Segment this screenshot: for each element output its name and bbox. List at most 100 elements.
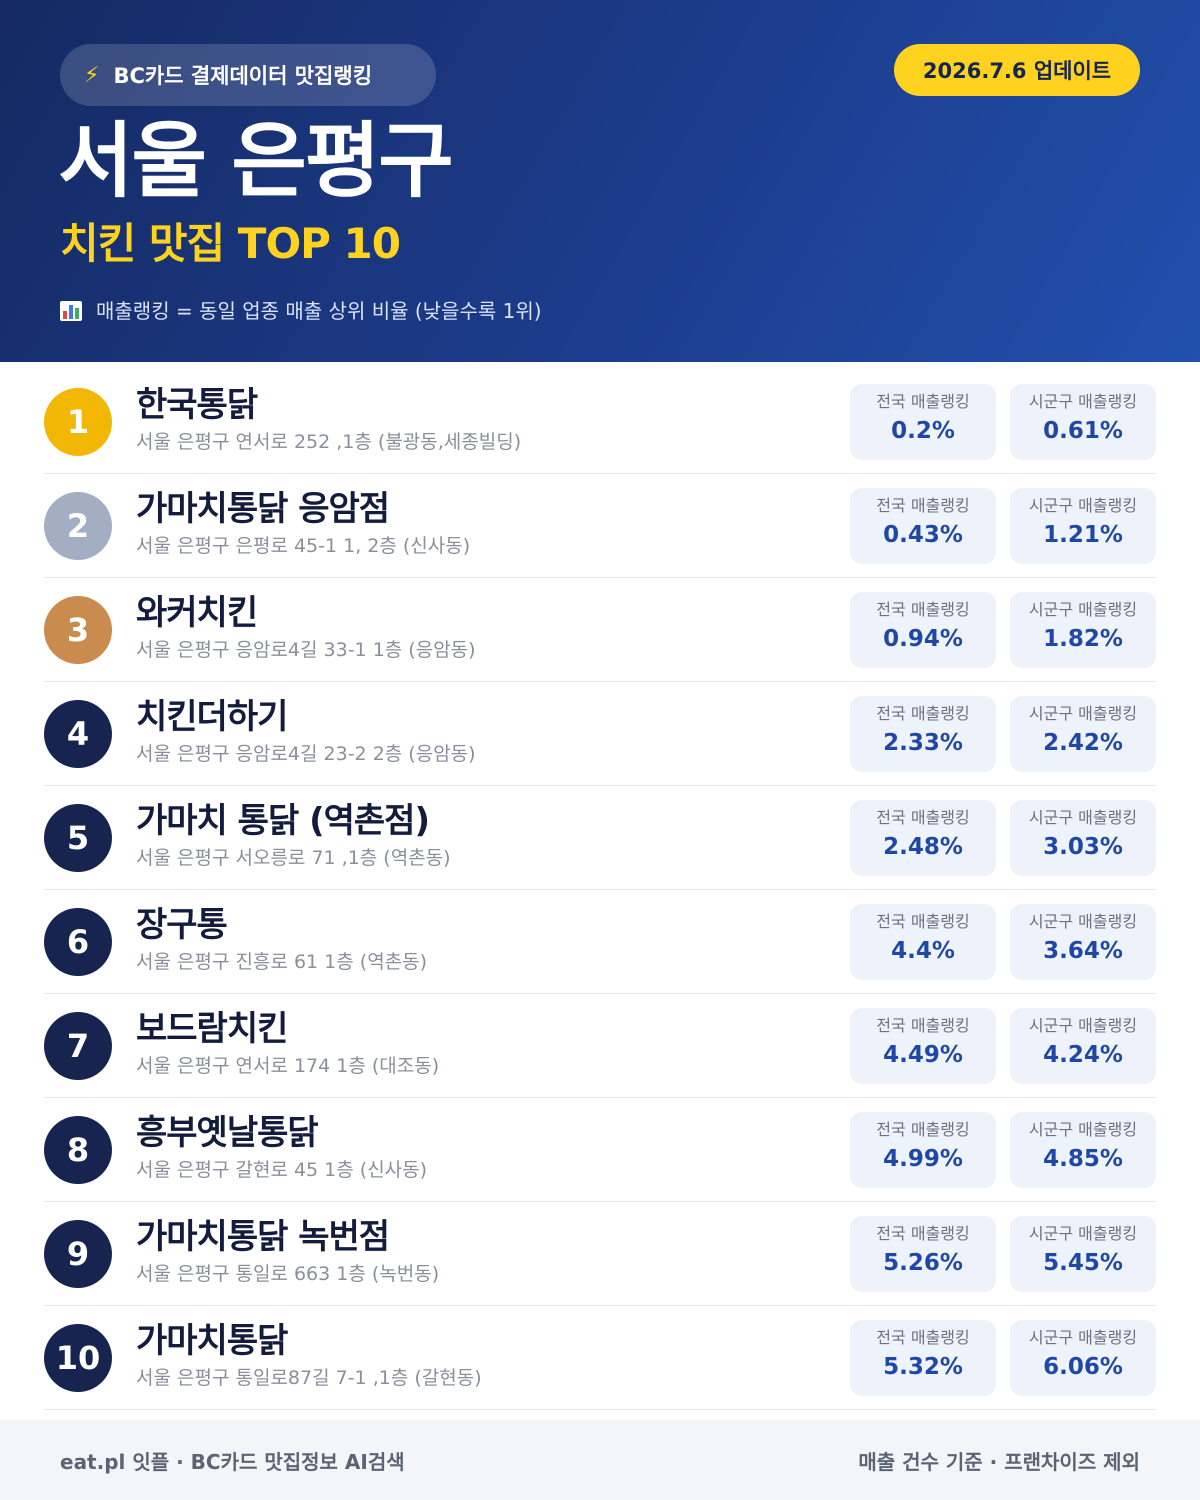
national-ranking-value: 4.4% [891,938,955,964]
local-ranking-value: 3.64% [1043,938,1123,964]
national-ranking-card: 전국 매출랭킹 4.99% [850,1112,996,1188]
lightning-icon: ⚡ [84,62,100,88]
footer: eat.pl 잇플 · BC카드 맛집정보 AI검색 매출 건수 기준 · 프랜… [0,1420,1200,1500]
local-ranking-label: 시군구 매출랭킹 [1028,1328,1138,1347]
restaurant-row[interactable]: 10 가마치통닭 서울 은평구 통일로87길 7-1 ,1층 (갈현동) 전국 매출랭… [44,1306,1156,1410]
national-ranking-card: 전국 매출랭킹 2.33% [850,696,996,772]
national-ranking-card: 전국 매출랭킹 5.32% [850,1320,996,1396]
rank-badge: 10 [44,1324,112,1392]
national-ranking-card: 전국 매출랭킹 4.4% [850,904,996,980]
national-ranking-label: 전국 매출랭킹 [876,1016,970,1035]
local-ranking-card: 시군구 매출랭킹 4.85% [1010,1112,1156,1188]
local-ranking-label: 시군구 매출랭킹 [1028,392,1138,411]
local-ranking-value: 4.85% [1043,1146,1123,1172]
restaurant-address: 서울 은평구 응암로4길 33-1 1층 (응암동) [136,639,476,661]
national-ranking-value: 4.99% [883,1146,963,1172]
footer-source: eat.pl 잇플 · BC카드 맛집정보 AI검색 [60,1449,405,1474]
restaurant-row[interactable]: 9 가마치통닭 녹번점 서울 은평구 통일로 663 1층 (녹번동) 전국 매출랭킹… [44,1202,1156,1306]
national-ranking-card: 전국 매출랭킹 2.48% [850,800,996,876]
restaurant-row[interactable]: 8 흥부옛날통닭 서울 은평구 갈현로 45 1층 (신사동) 전국 매출랭킹 4.99… [44,1098,1156,1202]
local-ranking-card: 시군구 매출랭킹 0.61% [1010,384,1156,460]
rank-badge: 6 [44,908,112,976]
restaurant-name: 가마치 통닭 (역촌점) [136,801,430,841]
source-badge-label: BC카드 결제데이터 맛집랭킹 [113,64,373,88]
local-ranking-card: 시군구 매출랭킹 1.82% [1010,592,1156,668]
restaurant-address: 서울 은평구 서오릉로 71 ,1층 (역촌동) [136,847,451,869]
rank-badge: 1 [44,388,112,456]
local-ranking-label: 시군구 매출랭킹 [1028,1120,1138,1139]
national-ranking-label: 전국 매출랭킹 [876,808,970,827]
local-ranking-card: 시군구 매출랭킹 2.42% [1010,696,1156,772]
restaurant-name: 와커치킨 [136,593,258,633]
national-ranking-card: 전국 매출랭킹 0.2% [850,384,996,460]
restaurant-address: 서울 은평구 통일로87길 7-1 ,1층 (갈현동) [136,1367,482,1389]
restaurant-name: 가마치통닭 응암점 [136,489,390,529]
restaurant-row[interactable]: 7 보드람치킨 서울 은평구 연서로 174 1층 (대조동) 전국 매출랭킹 4.49… [44,994,1156,1098]
local-ranking-label: 시군구 매출랭킹 [1028,1224,1138,1243]
national-ranking-value: 0.43% [883,522,963,548]
local-ranking-card: 시군구 매출랭킹 4.24% [1010,1008,1156,1084]
local-ranking-card: 시군구 매출랭킹 5.45% [1010,1216,1156,1292]
restaurant-name: 한국통닭 [136,385,258,425]
restaurant-address: 서울 은평구 통일로 663 1층 (녹번동) [136,1263,440,1285]
national-ranking-value: 5.32% [883,1354,963,1380]
restaurant-address: 서울 은평구 진흥로 61 1층 (역촌동) [136,951,428,973]
restaurant-name: 치킨더하기 [136,697,288,737]
rank-badge: 5 [44,804,112,872]
restaurant-address: 서울 은평구 연서로 174 1층 (대조동) [136,1055,440,1077]
local-ranking-label: 시군구 매출랭킹 [1028,808,1138,827]
rank-badge: 3 [44,596,112,664]
national-ranking-value: 2.33% [883,730,963,756]
rank-badge: 8 [44,1116,112,1184]
local-ranking-label: 시군구 매출랭킹 [1028,600,1138,619]
ranking-note: 매출랭킹 = 동일 업종 매출 상위 비율 (낮을수록 1위) [60,296,542,326]
local-ranking-value: 3.03% [1043,834,1123,860]
local-ranking-value: 6.06% [1043,1354,1123,1380]
rank-badge: 2 [44,492,112,560]
national-ranking-card: 전국 매출랭킹 0.94% [850,592,996,668]
national-ranking-card: 전국 매출랭킹 5.26% [850,1216,996,1292]
rank-badge: 9 [44,1220,112,1288]
local-ranking-label: 시군구 매출랭킹 [1028,704,1138,723]
national-ranking-label: 전국 매출랭킹 [876,1224,970,1243]
restaurant-row[interactable]: 5 가마치 통닭 (역촌점) 서울 은평구 서오릉로 71 ,1층 (역촌동) 전국 … [44,786,1156,890]
national-ranking-value: 0.2% [891,418,955,444]
bar-chart-icon [60,301,82,321]
local-ranking-value: 0.61% [1043,418,1123,444]
restaurant-name: 보드람치킨 [136,1009,288,1049]
update-date-badge: 2026.7.6 업데이트 [894,44,1140,96]
restaurant-address: 서울 은평구 연서로 252 ,1층 (불광동,세종빌딩) [136,431,522,453]
page-subtitle: 치킨 맛집 TOP 10 [60,219,401,268]
local-ranking-value: 1.21% [1043,522,1123,548]
national-ranking-label: 전국 매출랭킹 [876,392,970,411]
local-ranking-value: 1.82% [1043,626,1123,652]
local-ranking-value: 5.45% [1043,1250,1123,1276]
local-ranking-label: 시군구 매출랭킹 [1028,496,1138,515]
local-ranking-card: 시군구 매출랭킹 3.03% [1010,800,1156,876]
restaurant-name: 장구통 [136,905,228,945]
national-ranking-label: 전국 매출랭킹 [876,704,970,723]
national-ranking-value: 2.48% [883,834,963,860]
page-title: 서울 은평구 [58,114,454,209]
local-ranking-label: 시군구 매출랭킹 [1028,1016,1138,1035]
local-ranking-label: 시군구 매출랭킹 [1028,912,1138,931]
restaurant-name: 흥부옛날통닭 [136,1113,319,1153]
national-ranking-card: 전국 매출랭킹 4.49% [850,1008,996,1084]
local-ranking-card: 시군구 매출랭킹 6.06% [1010,1320,1156,1396]
local-ranking-value: 2.42% [1043,730,1123,756]
rank-badge: 4 [44,700,112,768]
national-ranking-label: 전국 매출랭킹 [876,496,970,515]
national-ranking-value: 4.49% [883,1042,963,1068]
national-ranking-label: 전국 매출랭킹 [876,1120,970,1139]
footer-criteria: 매출 건수 기준 · 프랜차이즈 제외 [858,1449,1140,1474]
national-ranking-label: 전국 매출랭킹 [876,1328,970,1347]
local-ranking-card: 시군구 매출랭킹 1.21% [1010,488,1156,564]
header-banner: ⚡ BC카드 결제데이터 맛집랭킹 2026.7.6 업데이트 서울 은평구 치… [0,0,1200,362]
restaurant-row[interactable]: 4 치킨더하기 서울 은평구 응암로4길 23-2 2층 (응암동) 전국 매출랭킹 2… [44,682,1156,786]
local-ranking-value: 4.24% [1043,1042,1123,1068]
restaurant-row[interactable]: 2 가마치통닭 응암점 서울 은평구 은평로 45-1 1, 2층 (신사동) 전국 … [44,474,1156,578]
